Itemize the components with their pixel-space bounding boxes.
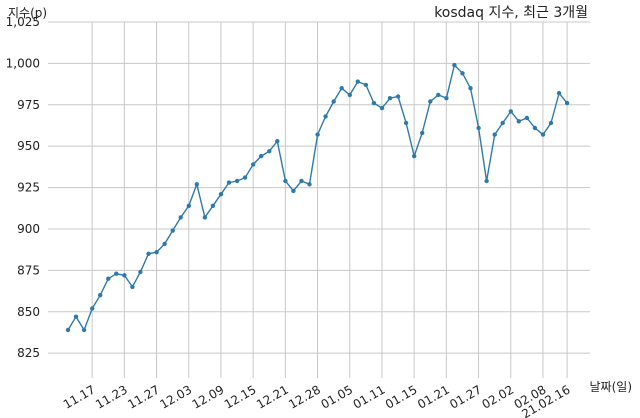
data-point xyxy=(548,120,554,126)
data-point xyxy=(323,114,328,119)
data-point xyxy=(347,92,352,98)
data-point xyxy=(122,273,127,278)
data-point xyxy=(363,82,369,88)
data-point xyxy=(331,99,336,104)
data-point xyxy=(500,120,505,126)
data-point xyxy=(532,125,538,131)
y-tick-label: 825 xyxy=(17,346,40,360)
x-tick-label: 12.03 xyxy=(157,382,194,411)
data-point xyxy=(484,178,489,184)
data-point xyxy=(259,153,264,159)
x-tick-label: 11.23 xyxy=(93,382,130,411)
x-tick-label: 11.17 xyxy=(61,382,98,411)
data-point xyxy=(468,86,473,91)
data-point xyxy=(162,241,167,247)
y-tick-label: 975 xyxy=(17,98,40,112)
x-tick-label: 01.11 xyxy=(351,382,388,411)
y-tick-label: 875 xyxy=(17,263,40,277)
data-point xyxy=(138,269,143,275)
data-point xyxy=(73,314,79,319)
data-point xyxy=(267,149,272,154)
data-point xyxy=(130,284,135,290)
data-point xyxy=(242,175,248,180)
data-point xyxy=(283,178,288,184)
data-point xyxy=(170,228,175,233)
data-point xyxy=(210,203,216,208)
data-point xyxy=(420,130,425,136)
y-tick-label: 900 xyxy=(17,222,40,236)
data-point xyxy=(106,276,111,281)
data-point xyxy=(476,125,481,131)
data-point xyxy=(444,96,449,101)
data-point xyxy=(251,162,256,167)
x-tick-label: 01.05 xyxy=(318,382,355,411)
data-point xyxy=(98,293,103,298)
series-points xyxy=(65,62,570,333)
data-point xyxy=(339,86,344,91)
data-point xyxy=(516,119,521,124)
data-point xyxy=(508,109,513,114)
data-point xyxy=(194,182,199,187)
data-point xyxy=(315,132,320,137)
data-point xyxy=(379,105,385,111)
x-tick-label: 12.09 xyxy=(190,382,227,411)
data-point xyxy=(146,251,151,256)
grid-lines xyxy=(48,21,590,378)
data-point xyxy=(186,203,191,208)
data-point xyxy=(307,182,312,187)
data-point xyxy=(275,139,280,144)
data-point xyxy=(540,132,546,137)
x-tick-label: 01.21 xyxy=(415,382,452,411)
data-point xyxy=(412,153,417,159)
data-point xyxy=(291,188,296,194)
data-point xyxy=(226,180,232,185)
y-tick-label: 1,000 xyxy=(6,56,40,70)
x-tick-label: 01.15 xyxy=(383,382,420,411)
data-point xyxy=(114,271,119,276)
data-point xyxy=(403,120,409,126)
y-axis-label: 지수(p) xyxy=(8,6,47,20)
y-tick-label: 850 xyxy=(17,305,40,319)
data-point xyxy=(492,132,497,137)
data-point xyxy=(202,215,208,220)
data-point xyxy=(387,96,393,101)
data-point xyxy=(81,327,87,333)
x-tick-label: 11.27 xyxy=(125,382,162,411)
y-axis-ticks: 825 850 875 900 925 950 975 1,000 1,025 xyxy=(6,15,40,360)
data-point xyxy=(395,94,401,99)
y-tick-label: 925 xyxy=(17,181,40,195)
data-point xyxy=(524,115,530,121)
data-point xyxy=(154,250,159,255)
data-point xyxy=(460,71,465,76)
x-tick-label: 01.27 xyxy=(447,382,484,411)
data-point xyxy=(90,306,95,311)
data-point xyxy=(299,178,304,184)
data-point xyxy=(428,99,433,104)
x-tick-label: 12.21 xyxy=(254,382,291,411)
data-point xyxy=(556,91,562,96)
y-tick-label: 1,025 xyxy=(6,15,40,29)
data-point xyxy=(371,100,377,106)
data-point xyxy=(65,327,71,333)
data-point xyxy=(564,100,570,106)
x-axis-label: 날짜(일) xyxy=(590,380,632,394)
x-tick-label: 12.28 xyxy=(286,382,323,411)
x-axis-ticks: 11.1711.2311.2712.0312.0912.1512.2112.28… xyxy=(61,382,573,418)
data-point xyxy=(355,79,360,84)
data-point xyxy=(234,178,240,184)
data-point xyxy=(218,192,224,197)
x-tick-label: 12.15 xyxy=(222,382,259,411)
y-tick-label: 950 xyxy=(17,139,40,153)
x-tick-label: 02.02 xyxy=(479,382,516,411)
chart-title: kosdaq 지수, 최근 3개월 xyxy=(434,5,588,21)
data-point xyxy=(436,92,441,98)
data-point xyxy=(452,62,457,68)
data-point xyxy=(178,215,183,220)
